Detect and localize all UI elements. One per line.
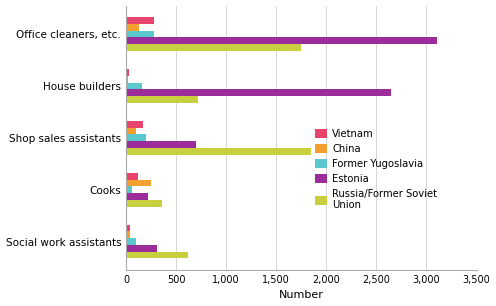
Bar bbox=[126, 76, 128, 83]
Bar bbox=[126, 24, 139, 31]
Bar bbox=[126, 31, 154, 37]
Bar bbox=[126, 128, 136, 134]
Bar bbox=[126, 121, 143, 128]
Legend: Vietnam, China, Former Yugoslavia, Estonia, Russia/Former Soviet
Union: Vietnam, China, Former Yugoslavia, Eston… bbox=[313, 127, 439, 212]
X-axis label: Number: Number bbox=[279, 290, 324, 300]
Bar bbox=[126, 141, 196, 148]
Bar bbox=[126, 173, 138, 180]
Bar bbox=[126, 17, 154, 24]
Bar bbox=[126, 231, 130, 238]
Bar bbox=[126, 252, 188, 258]
Bar bbox=[126, 238, 136, 245]
Bar bbox=[126, 69, 129, 76]
Bar bbox=[126, 44, 301, 51]
Bar bbox=[126, 193, 148, 200]
Bar bbox=[126, 37, 436, 44]
Bar bbox=[126, 180, 151, 186]
Bar bbox=[126, 200, 162, 207]
Bar bbox=[126, 134, 146, 141]
Bar bbox=[126, 186, 132, 193]
Bar bbox=[126, 96, 198, 103]
Bar bbox=[126, 148, 311, 155]
Bar bbox=[126, 225, 130, 231]
Bar bbox=[126, 83, 142, 89]
Bar bbox=[126, 89, 391, 96]
Bar bbox=[126, 245, 157, 252]
